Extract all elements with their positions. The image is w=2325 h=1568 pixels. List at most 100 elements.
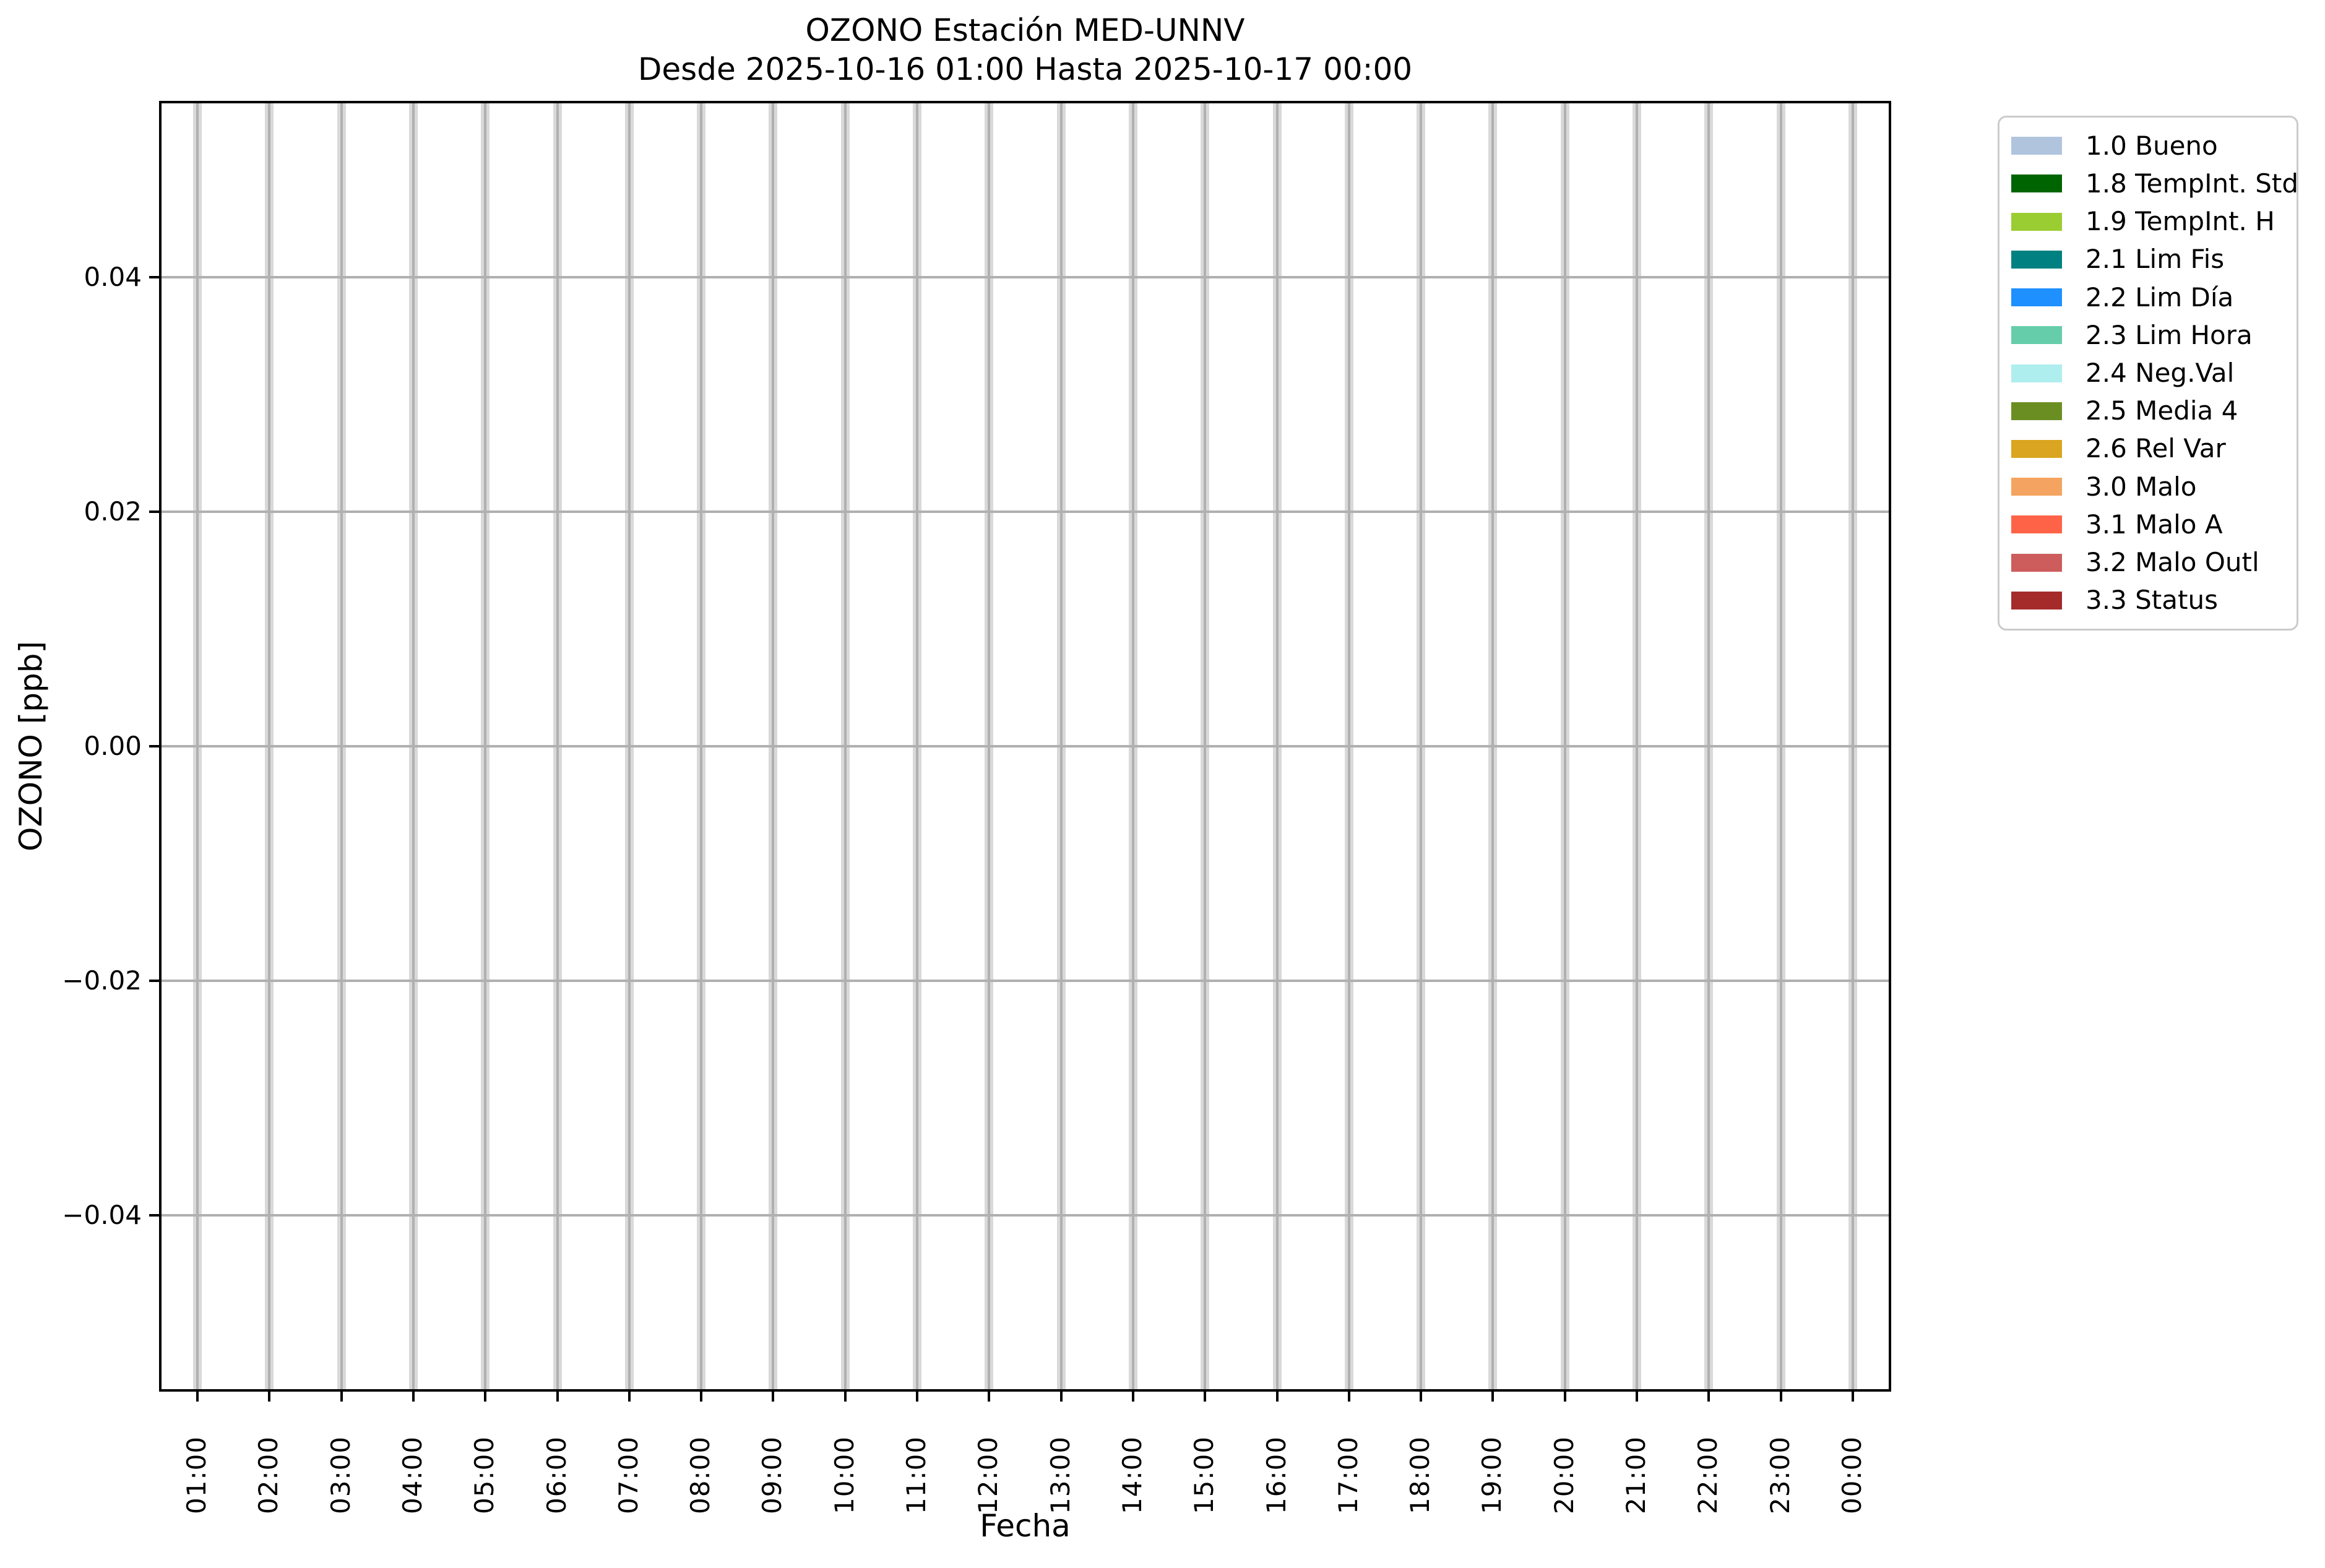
x-tick — [628, 1389, 631, 1402]
x-tick-label: 10:00 — [829, 1436, 860, 1514]
legend-swatch — [2011, 174, 2062, 193]
legend-swatch — [2011, 326, 2062, 345]
plot-area — [162, 103, 1889, 1389]
x-tick-label: 15:00 — [1189, 1436, 1220, 1514]
x-tick — [772, 1389, 775, 1402]
x-tick-label: 00:00 — [1836, 1436, 1867, 1514]
x-tick-label: 03:00 — [325, 1436, 356, 1514]
legend-swatch — [2011, 137, 2062, 155]
chart-subtitle: Desde 2025-10-16 01:00 Hasta 2025-10-17 … — [637, 51, 1413, 87]
legend-swatch — [2011, 591, 2062, 610]
legend-row: 2.6 Rel Var — [1999, 430, 2297, 468]
legend-label: 3.1 Malo A — [2086, 509, 2223, 540]
x-tick-label: 20:00 — [1548, 1436, 1579, 1514]
y-tick — [149, 745, 162, 747]
x-tick-label: 22:00 — [1693, 1436, 1723, 1514]
x-tick — [1635, 1389, 1638, 1402]
x-tick-label: 11:00 — [901, 1436, 932, 1514]
legend-swatch — [2011, 212, 2062, 231]
x-tick-label: 13:00 — [1045, 1436, 1076, 1514]
legend-row: 2.3 Lim Hora — [1999, 316, 2297, 354]
legend-label: 3.2 Malo Outl — [2086, 547, 2259, 578]
legend: 1.0 Bueno 1.8 TempInt. Std 1.9 TempInt. H 2… — [1998, 116, 2298, 631]
legend-row: 3.3 Status — [1999, 582, 2297, 619]
y-tick-label: 0.00 — [84, 731, 142, 761]
chart-title: OZONO Estación MED-UNNV — [805, 12, 1245, 48]
x-tick — [1563, 1389, 1566, 1402]
x-tick — [268, 1389, 271, 1402]
x-tick — [1491, 1389, 1495, 1402]
x-tick-label: 21:00 — [1620, 1436, 1651, 1514]
y-tick-label: 0.04 — [84, 261, 142, 292]
legend-swatch — [2011, 478, 2062, 496]
y-tick — [149, 275, 162, 278]
x-tick — [412, 1389, 415, 1402]
x-tick-label: 01:00 — [181, 1436, 212, 1514]
x-tick-label: 12:00 — [973, 1436, 1004, 1514]
legend-label: 3.0 Malo — [2086, 471, 2197, 502]
horizontal-gridline — [162, 510, 1889, 513]
x-tick — [340, 1389, 343, 1402]
legend-row: 2.1 Lim Fis — [1999, 241, 2297, 278]
y-tick-label: −0.04 — [62, 1200, 142, 1231]
x-tick-label: 14:00 — [1116, 1436, 1147, 1514]
x-tick-label: 23:00 — [1764, 1436, 1795, 1514]
legend-row: 3.0 Malo — [1999, 468, 2297, 506]
x-tick — [1131, 1389, 1134, 1402]
x-tick — [700, 1389, 703, 1402]
x-tick — [988, 1389, 991, 1402]
legend-label: 2.4 Neg.Val — [2086, 358, 2235, 389]
x-axis-label: Fecha — [980, 1508, 1071, 1544]
horizontal-gridline — [162, 745, 1889, 747]
legend-label: 2.5 Media 4 — [2086, 395, 2238, 426]
chart-title-block: OZONO Estación MED-UNNV Desde 2025-10-16… — [162, 11, 1889, 89]
legend-label: 1.8 TempInt. Std — [2086, 168, 2299, 199]
y-tick — [149, 510, 162, 513]
x-tick-label: 07:00 — [613, 1436, 644, 1514]
legend-row: 2.4 Neg.Val — [1999, 354, 2297, 392]
y-tick — [149, 980, 162, 983]
legend-row: 3.1 Malo A — [1999, 506, 2297, 543]
legend-row: 1.0 Bueno — [1999, 127, 2297, 165]
legend-swatch — [2011, 364, 2062, 382]
y-tick — [149, 1214, 162, 1217]
x-tick — [1347, 1389, 1350, 1402]
legend-row: 1.8 TempInt. Std — [1999, 165, 2299, 202]
x-tick — [1275, 1389, 1279, 1402]
legend-label: 3.3 Status — [2086, 585, 2218, 616]
legend-swatch — [2011, 288, 2062, 307]
horizontal-gridline — [162, 980, 1889, 983]
legend-label: 2.3 Lim Hora — [2086, 319, 2253, 350]
legend-swatch — [2011, 439, 2062, 458]
x-tick-label: 16:00 — [1261, 1436, 1292, 1514]
x-tick — [484, 1389, 487, 1402]
legend-row: 2.5 Media 4 — [1999, 392, 2297, 430]
legend-label: 2.2 Lim Día — [2086, 282, 2234, 312]
horizontal-gridline — [162, 275, 1889, 278]
legend-swatch — [2011, 515, 2062, 534]
legend-swatch — [2011, 250, 2062, 269]
x-tick-label: 02:00 — [253, 1436, 284, 1514]
x-tick-label: 05:00 — [469, 1436, 500, 1514]
x-tick — [1420, 1389, 1423, 1402]
x-tick — [1779, 1389, 1782, 1402]
y-tick-label: 0.02 — [84, 496, 142, 527]
x-tick-label: 06:00 — [541, 1436, 572, 1514]
x-tick-label: 04:00 — [397, 1436, 428, 1514]
x-tick — [196, 1389, 199, 1402]
legend-label: 2.6 Rel Var — [2086, 433, 2226, 464]
legend-row: 1.9 TempInt. H — [1999, 202, 2297, 240]
y-tick-label: −0.02 — [62, 965, 142, 996]
x-tick — [916, 1389, 919, 1402]
x-tick — [1851, 1389, 1854, 1402]
legend-row: 3.2 Malo Outl — [1999, 544, 2297, 582]
x-tick-label: 18:00 — [1405, 1436, 1436, 1514]
x-tick-label: 17:00 — [1332, 1436, 1363, 1514]
x-tick — [1707, 1389, 1710, 1402]
legend-swatch — [2011, 553, 2062, 572]
x-tick — [1059, 1389, 1063, 1402]
x-tick-label: 09:00 — [757, 1436, 788, 1514]
legend-swatch — [2011, 402, 2062, 420]
x-tick-label: 19:00 — [1477, 1436, 1508, 1514]
